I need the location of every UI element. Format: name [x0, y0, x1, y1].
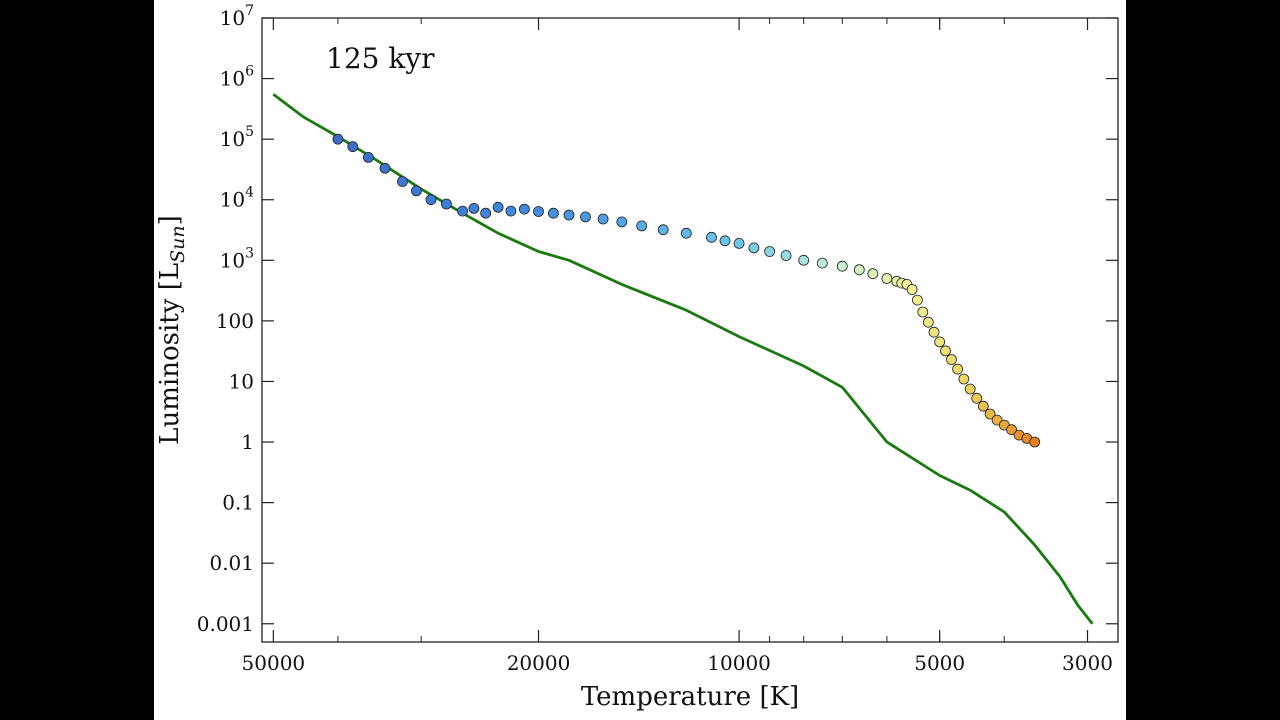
zams-line-group: [272, 93, 1094, 625]
y-tick-label-base: 10: [220, 6, 245, 30]
star-point: [636, 220, 648, 232]
y-tick-label: 107: [220, 3, 254, 30]
star-point: [505, 205, 517, 217]
star-point: [680, 227, 692, 239]
star-point: [657, 224, 669, 236]
star-point: [836, 260, 848, 272]
y-axis-title-sub: Sun: [167, 225, 189, 263]
star-point: [881, 273, 893, 284]
star-point: [719, 235, 731, 247]
star-point: [492, 201, 504, 213]
y-tick-label-exponent: 5: [245, 124, 254, 140]
figure: 50000 20000 10000 5000 3000 107 106 105 104 103 1…: [154, 0, 1126, 720]
y-tick-label-base: 10: [220, 127, 245, 151]
star-point: [1006, 424, 1017, 436]
y-tick-label: 1: [241, 430, 254, 454]
star-point: [816, 257, 828, 269]
star-point: [867, 268, 879, 280]
star-point: [971, 392, 983, 404]
y-tick-label-exponent: 4: [245, 185, 254, 201]
y-tick-label-base: 0.001: [197, 612, 254, 636]
x-axis-title: Temperature [K]: [581, 682, 799, 712]
star-point: [912, 294, 923, 306]
age-annotation: 125 kyr: [326, 42, 435, 75]
star-point: [480, 207, 492, 219]
y-tick-label-base: 100: [216, 309, 254, 333]
star-point: [964, 383, 976, 395]
y-tick-label-base: 0.01: [209, 551, 254, 575]
y-axis-title-main: Luminosity [L: [155, 263, 185, 445]
y-tick-label: 0.01: [209, 551, 254, 575]
y-tick-label: 105: [220, 124, 254, 151]
x-tick-label: 3000: [1062, 651, 1113, 675]
star-point: [934, 336, 946, 348]
x-tick-label: 5000: [914, 651, 965, 675]
y-tick-label-base: 10: [220, 248, 245, 272]
star-point: [518, 203, 530, 215]
star-point: [733, 237, 745, 249]
star-point: [457, 205, 469, 217]
plot-frame: [261, 17, 1119, 643]
star-point: [362, 151, 374, 163]
x-tick-label: 10000: [707, 651, 771, 675]
y-tick-label: 10: [229, 369, 254, 393]
star-point: [917, 306, 929, 318]
letterbox-right: [1126, 0, 1280, 720]
star-point: [780, 250, 792, 261]
y-tick-label: 0.001: [197, 612, 254, 636]
star-point: [984, 408, 996, 420]
y-tick-label-base: 10: [220, 67, 245, 91]
star-point: [440, 198, 452, 210]
hr-diagram: 50000 20000 10000 5000 3000 1071061051041031…: [155, 3, 1119, 712]
star-point: [616, 216, 628, 228]
star-point: [764, 246, 775, 257]
x-tick-label: 50000: [242, 651, 306, 675]
y-axis-title-close: ]: [155, 215, 185, 225]
star-point: [958, 373, 970, 385]
y-tick-label-exponent: 6: [245, 64, 254, 80]
star-point: [906, 284, 918, 295]
star-point: [977, 400, 989, 412]
y-tick-label: 106: [220, 64, 254, 91]
star-point: [468, 202, 480, 214]
zams-line: [272, 93, 1094, 625]
star-point: [533, 206, 544, 217]
y-axis-title: Luminosity [LSun]: [155, 215, 189, 445]
y-tick-label-base: 10: [220, 188, 245, 212]
y-tick-label-base: 0.1: [222, 491, 254, 515]
star-point: [597, 213, 609, 225]
star-point: [563, 209, 575, 221]
y-tick-label-base: 10: [229, 369, 254, 393]
star-point: [397, 176, 408, 187]
star-point: [379, 162, 391, 174]
y-tick-label-exponent: 3: [245, 245, 254, 261]
star-point: [748, 242, 760, 254]
star-point: [706, 231, 717, 243]
star-point: [332, 133, 344, 145]
y-tick-label-base: 1: [241, 430, 254, 454]
star-point: [928, 326, 940, 338]
star-point: [410, 185, 422, 197]
star-point: [580, 211, 591, 223]
y-tick-label: 103: [220, 245, 254, 272]
star-point: [347, 141, 359, 153]
star-point: [1029, 436, 1041, 448]
star-point: [940, 345, 951, 357]
star-point: [798, 254, 810, 266]
star-point: [853, 264, 865, 276]
x-tick-label: 20000: [507, 651, 571, 675]
star-point: [547, 207, 559, 219]
x-axis-ticks: 50000 20000 10000 5000 3000: [242, 18, 1113, 675]
star-point: [922, 316, 934, 328]
stars-group: [332, 133, 1041, 448]
y-tick-label: 0.1: [222, 491, 254, 515]
y-tick-label: 104: [220, 185, 254, 212]
y-tick-label: 100: [216, 309, 254, 333]
star-point: [946, 354, 957, 365]
y-tick-label-exponent: 7: [245, 3, 254, 19]
star-point: [425, 194, 437, 206]
letterbox-left: [0, 0, 154, 720]
star-point: [952, 363, 963, 375]
